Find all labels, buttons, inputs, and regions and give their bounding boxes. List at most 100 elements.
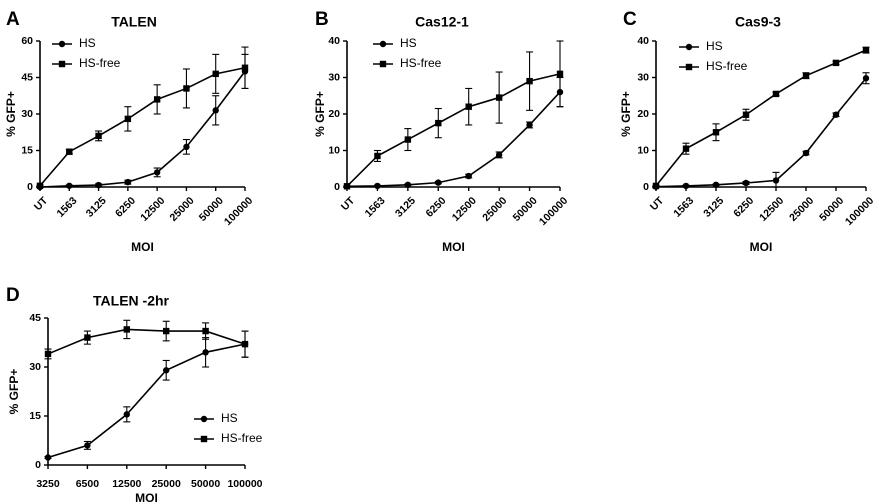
data-point xyxy=(124,178,132,186)
data-point xyxy=(465,172,472,180)
legend-marker xyxy=(200,435,208,443)
x-axis-title: MOI xyxy=(131,240,154,254)
x-tick-label: 12500 xyxy=(138,195,167,224)
data-point xyxy=(526,121,533,129)
x-tick-label: 100000 xyxy=(222,195,255,228)
x-tick-label: 12500 xyxy=(112,478,141,490)
y-tick-label: 40 xyxy=(637,35,649,47)
legend-label: HS xyxy=(400,36,417,50)
data-point xyxy=(123,411,130,418)
x-tick-label: 12500 xyxy=(757,195,786,224)
x-tick-label: 6250 xyxy=(423,195,448,220)
data-point xyxy=(802,149,810,157)
data-point xyxy=(183,143,190,151)
panel-letter: A xyxy=(6,9,20,30)
data-point xyxy=(36,182,44,189)
x-tick-label: 6250 xyxy=(731,195,756,220)
data-point xyxy=(772,90,780,98)
data-point xyxy=(712,181,720,189)
data-point xyxy=(44,350,52,358)
series-hs xyxy=(343,76,564,190)
y-tick-label: 30 xyxy=(637,71,649,83)
legend-label: HS-free xyxy=(221,431,263,445)
data-point xyxy=(832,59,840,67)
y-axis-title: % GFP+ xyxy=(4,91,18,137)
y-tick-label: 20 xyxy=(328,108,340,120)
x-tick-label: UT xyxy=(648,194,667,213)
data-point xyxy=(212,70,219,78)
y-tick-label: 10 xyxy=(637,144,649,156)
panel-title: TALEN -2hr xyxy=(93,293,170,309)
panel-title: Cas9-3 xyxy=(735,14,781,30)
data-point xyxy=(495,94,503,101)
data-point xyxy=(652,182,660,190)
data-point xyxy=(84,334,91,341)
x-tick-label: 1563 xyxy=(363,195,388,220)
data-point xyxy=(556,70,564,78)
legend-label: HS-free xyxy=(400,56,442,70)
y-tick-label: 45 xyxy=(21,71,33,83)
y-tick-label: 15 xyxy=(29,410,41,422)
y-tick-label: 0 xyxy=(643,181,649,193)
data-point xyxy=(404,136,412,143)
data-point xyxy=(66,182,73,189)
x-axis-title: MOI xyxy=(442,240,465,254)
panel-title: TALEN xyxy=(111,14,157,30)
x-tick-label: 6250 xyxy=(113,195,138,220)
legend-marker xyxy=(685,43,693,51)
legend-marker xyxy=(379,60,387,68)
data-point xyxy=(163,327,170,335)
y-axis-title: % GFP+ xyxy=(7,369,21,415)
y-tick-label: 30 xyxy=(21,108,33,120)
series-line-hs xyxy=(47,343,246,459)
data-point xyxy=(66,148,73,155)
data-point xyxy=(435,179,442,186)
x-tick-label: 3125 xyxy=(393,195,418,220)
x-tick-label: 3125 xyxy=(84,195,109,220)
legend-marker xyxy=(379,40,387,48)
x-tick-label: 12500 xyxy=(450,195,479,224)
data-point xyxy=(374,152,381,160)
series-hs-free xyxy=(343,40,564,190)
y-tick-label: 15 xyxy=(21,144,33,156)
data-point xyxy=(526,77,533,85)
x-tick-label: 6500 xyxy=(76,478,100,490)
legend-label: HS-free xyxy=(79,56,121,70)
y-tick-label: 0 xyxy=(334,181,340,193)
series-hs xyxy=(44,330,249,461)
series-line-hs xyxy=(39,70,246,188)
legend-marker xyxy=(200,415,208,423)
data-point xyxy=(862,75,870,82)
y-tick-label: 45 xyxy=(29,312,41,324)
x-tick-label: UT xyxy=(32,194,51,213)
x-tick-label: 25000 xyxy=(787,195,816,224)
y-tick-label: 0 xyxy=(35,459,41,471)
series-hs-free xyxy=(44,319,249,360)
legend-label: HS xyxy=(79,36,96,50)
legend: HS HS-free xyxy=(373,36,442,70)
data-point xyxy=(435,119,442,127)
legend-marker xyxy=(685,63,693,71)
x-tick-label: 100000 xyxy=(227,478,262,490)
panel-title: Cas12-1 xyxy=(415,14,469,30)
data-point xyxy=(241,64,249,71)
data-point xyxy=(832,111,840,118)
series-hs-free xyxy=(652,46,870,190)
data-point xyxy=(95,132,102,140)
x-tick-label: 1563 xyxy=(671,195,696,220)
legend-marker xyxy=(58,60,66,68)
series-line-hs xyxy=(346,91,561,188)
data-point xyxy=(862,46,870,54)
y-tick-label: 10 xyxy=(328,144,340,156)
series-line-hs-free xyxy=(39,66,246,187)
data-point xyxy=(495,151,503,159)
data-point xyxy=(202,349,209,356)
x-tick-label: 3250 xyxy=(36,478,60,490)
data-point xyxy=(465,103,472,110)
x-axis-title: MOI xyxy=(750,240,773,254)
data-point xyxy=(212,107,219,114)
data-point xyxy=(712,129,720,136)
x-tick-label: UT xyxy=(339,194,358,213)
series-line-hs xyxy=(655,77,867,188)
